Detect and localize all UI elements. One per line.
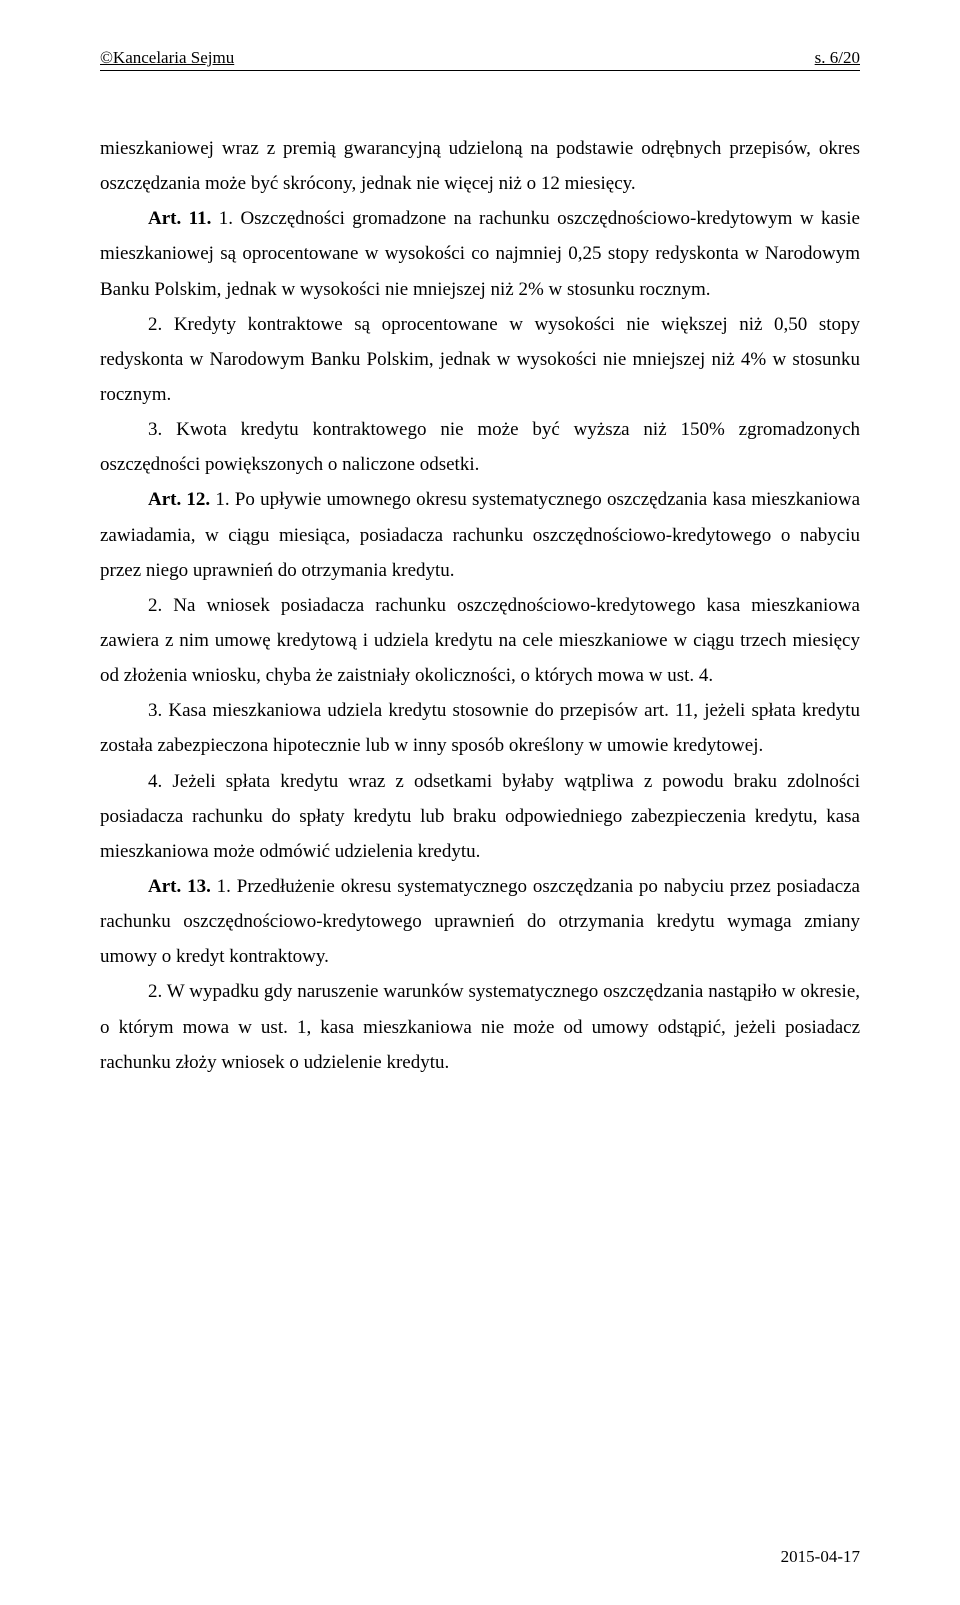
document-body: mieszkaniowej wraz z premią gwarancyjną … xyxy=(100,131,860,1080)
paragraph-continuation: mieszkaniowej wraz z premią gwarancyjną … xyxy=(100,131,860,201)
article-13: Art. 13. 1. Przedłużenie okresu systemat… xyxy=(100,869,860,974)
article-12-point-2: 2. Na wniosek posiadacza rachunku oszczę… xyxy=(100,588,860,693)
article-13-label: Art. 13. xyxy=(148,876,211,897)
article-13-text: 1. Przedłużenie okresu systematycznego o… xyxy=(100,876,860,967)
article-11-text: 1. Oszczędności gromadzone na rachunku o… xyxy=(100,208,860,299)
article-12-point-3: 3. Kasa mieszkaniowa udziela kredytu sto… xyxy=(100,693,860,763)
article-12-point-4: 4. Jeżeli spłata kredytu wraz z odsetkam… xyxy=(100,764,860,869)
article-11-point-2: 2. Kredyty kontraktowe są oprocentowane … xyxy=(100,307,860,412)
header-source: ©Kancelaria Sejmu xyxy=(100,48,234,68)
article-13-point-2: 2. W wypadku gdy naruszenie warunków sys… xyxy=(100,974,860,1079)
article-12-label: Art. 12. xyxy=(148,489,210,510)
article-11-label: Art. 11. xyxy=(148,208,211,229)
article-11: Art. 11. 1. Oszczędności gromadzone na r… xyxy=(100,201,860,306)
page-footer-date: 2015-04-17 xyxy=(781,1547,860,1567)
article-11-point-3: 3. Kwota kredytu kontraktowego nie może … xyxy=(100,412,860,482)
article-12: Art. 12. 1. Po upływie umownego okresu s… xyxy=(100,482,860,587)
header-page-number: s. 6/20 xyxy=(815,48,860,68)
page-header: ©Kancelaria Sejmu s. 6/20 xyxy=(100,48,860,71)
article-12-text: 1. Po upływie umownego okresu systematyc… xyxy=(100,489,860,580)
